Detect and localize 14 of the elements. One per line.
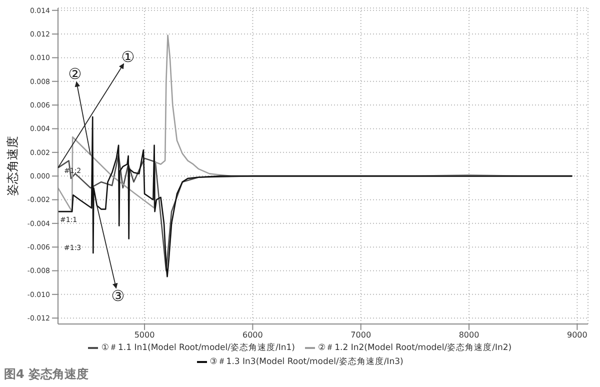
y-axis-title: 姿态角速度 [5, 136, 20, 196]
x-tick-label: 8000 [458, 330, 480, 340]
annotation: ① [121, 48, 135, 66]
legend-label: ①＃1.1 In1(Model Root/model/姿态角速度/In1) [100, 342, 295, 354]
annotation: ③ [111, 287, 125, 305]
x-tick-label: 6000 [242, 330, 263, 340]
line-series [58, 116, 572, 278]
x-tick-label: 5000 [134, 330, 155, 340]
x-tick-label: 7000 [350, 330, 372, 340]
x-tick-label: 9000 [567, 330, 588, 340]
legend-label: ②＃1.2 In2(Model Root/model/姿态角速度/In2) [317, 342, 512, 354]
annotation: ② [68, 65, 82, 83]
text: 图4 姿态角速度 [4, 366, 89, 383]
legend-label: ③＃1.3 In3(Model Root/model/姿态角速度/In3) [208, 356, 404, 368]
